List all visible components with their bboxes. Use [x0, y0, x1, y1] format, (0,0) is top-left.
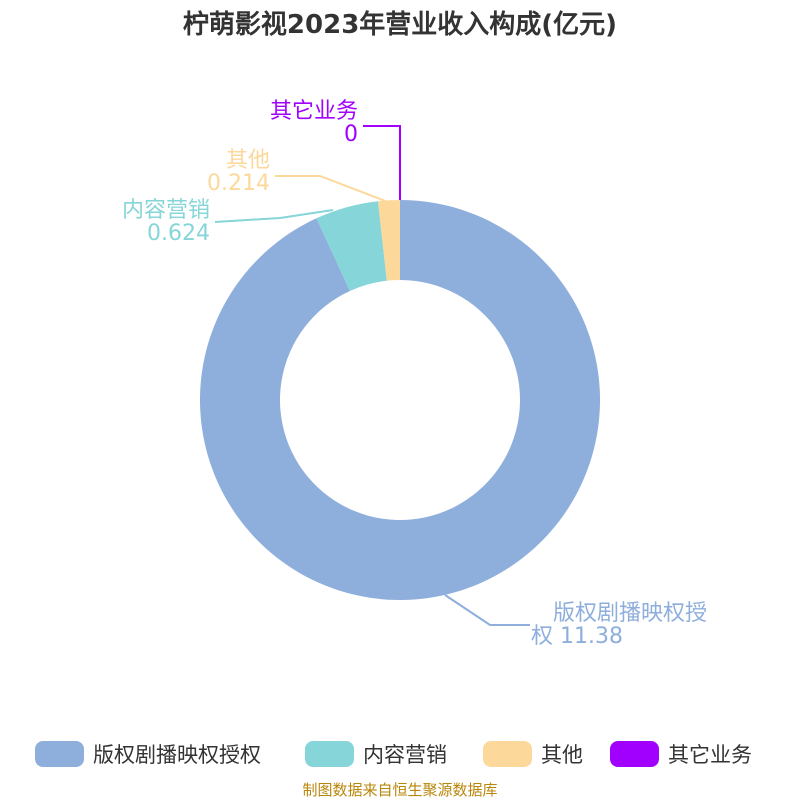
legend-label: 版权剧播映权授权: [93, 743, 261, 767]
slice-label: 0: [344, 122, 358, 147]
leader-line: [444, 594, 530, 626]
legend-swatch: [305, 741, 354, 767]
slice-label: 0.624: [147, 221, 210, 246]
legend: 版权剧播映权授权 内容营销 其他 其它业务: [35, 741, 752, 767]
slice-label: 其它业务: [270, 99, 358, 124]
source-note: 制图数据来自恒生聚源数据库: [302, 781, 497, 799]
leader-line: [363, 125, 401, 200]
pie-slice: [378, 200, 400, 281]
slices-group: [199, 200, 601, 600]
leader-lines-group: [214, 125, 530, 626]
legend-swatch: [35, 741, 84, 767]
pie-slice: [199, 200, 601, 600]
slice-label: 内容营销: [122, 198, 210, 223]
leader-line: [214, 209, 334, 223]
leader-line: [275, 175, 389, 203]
chart-title: 柠萌影视2023年营业收入构成(亿元): [183, 9, 617, 40]
slice-label: 其他: [226, 148, 270, 173]
legend-swatch: [610, 741, 659, 767]
legend-label: 其它业务: [668, 743, 752, 767]
pie-slice: [316, 201, 387, 291]
legend-label: 内容营销: [363, 743, 447, 767]
slice-label: 版权剧播映权授: [553, 601, 707, 626]
legend-label: 其他: [541, 743, 583, 767]
legend-swatch: [483, 741, 532, 767]
slice-label: 0.214: [207, 171, 270, 196]
slice-label: 权 11.38: [531, 624, 623, 649]
